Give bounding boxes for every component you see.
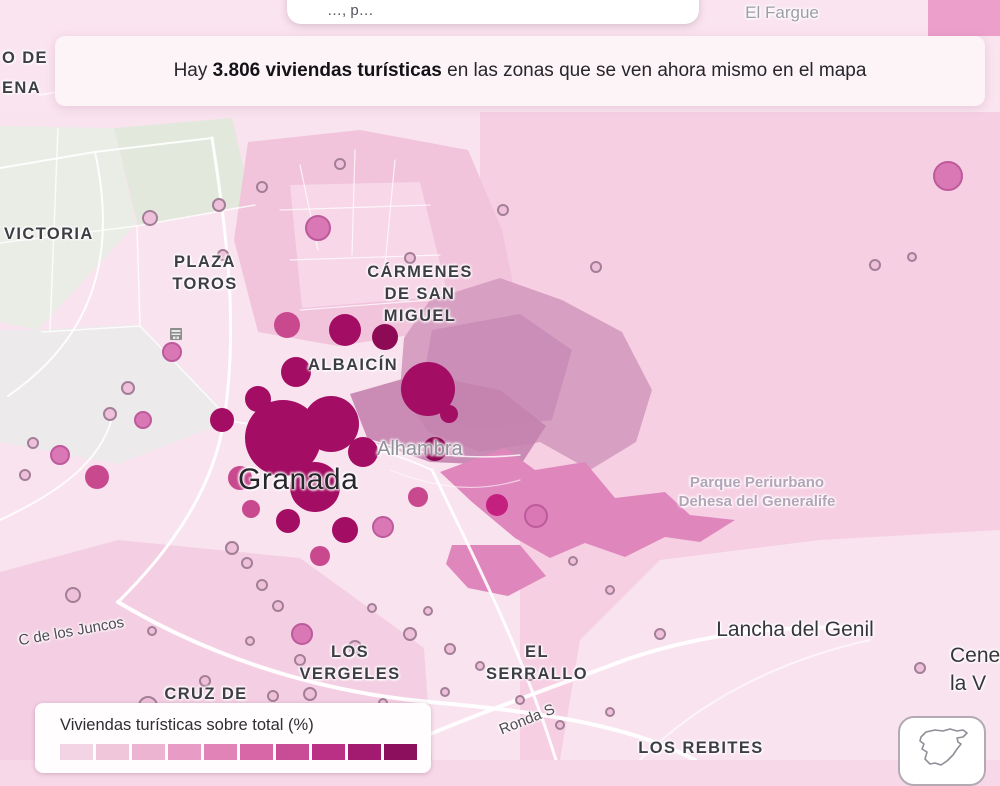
map-bubble[interactable] [423, 606, 433, 616]
map-bubble[interactable] [256, 579, 268, 591]
map-bubble[interactable] [568, 556, 578, 566]
map-bubble[interactable] [440, 405, 458, 423]
legend-swatch-5 [204, 744, 237, 760]
map-bubble[interactable] [590, 261, 602, 273]
map-bubble[interactable] [162, 342, 182, 362]
map-bubble[interactable] [241, 557, 253, 569]
map-bubble[interactable] [525, 671, 535, 681]
map-bubble[interactable] [403, 627, 417, 641]
spain-outline-icon [919, 728, 968, 766]
map-bubble[interactable] [914, 662, 926, 674]
map-bubble[interactable] [408, 487, 428, 507]
map-bubble[interactable] [329, 314, 361, 346]
map-bubble[interactable] [367, 603, 377, 613]
monument-icon [170, 328, 182, 340]
map-bubble[interactable] [303, 687, 317, 701]
map-bubble[interactable] [475, 661, 485, 671]
map-bubble[interactable] [423, 437, 447, 461]
map-zones [0, 0, 1000, 760]
legend-swatch-8 [312, 744, 345, 760]
map-bubble[interactable] [372, 324, 398, 350]
map-bubble[interactable] [19, 469, 31, 481]
map-bubble[interactable] [332, 517, 358, 543]
search-card-clipped-text: …, p… [327, 2, 374, 19]
map-bubble[interactable] [605, 707, 615, 717]
legend-swatch-10 [384, 744, 417, 760]
map-bubble[interactable] [933, 161, 963, 191]
legend-swatch-1 [60, 744, 93, 760]
map-bubble[interactable] [404, 252, 416, 264]
legend-swatch-2 [96, 744, 129, 760]
legend-color-scale [60, 744, 431, 760]
map-bubble[interactable] [605, 585, 615, 595]
legend-title: Viviendas turísticas sobre total (%) [60, 716, 314, 734]
map-bubbles-layer [19, 158, 963, 730]
map-bubble[interactable] [212, 198, 226, 212]
map-bubble[interactable] [245, 400, 321, 476]
legend-swatch-3 [132, 744, 165, 760]
legend-swatch-6 [240, 744, 273, 760]
map-bubble[interactable] [348, 640, 362, 654]
map-bubble[interactable] [401, 362, 455, 416]
map-bubble[interactable] [555, 720, 565, 730]
map-bubble[interactable] [305, 215, 331, 241]
map-bubble[interactable] [294, 654, 306, 666]
map-bubble[interactable] [291, 623, 313, 645]
map-bubble[interactable] [486, 494, 508, 516]
legend-swatch-9 [348, 744, 381, 760]
legend-swatch-4 [168, 744, 201, 760]
map-bubble[interactable] [515, 695, 525, 705]
legend-swatch-7 [276, 744, 309, 760]
map-bubble[interactable] [334, 158, 346, 170]
map-bubble[interactable] [256, 181, 268, 193]
map-bubble[interactable] [242, 500, 260, 518]
map-bubble[interactable] [281, 357, 311, 387]
map-bubble[interactable] [50, 445, 70, 465]
map-bubble[interactable] [199, 675, 211, 687]
map-bubble[interactable] [348, 437, 378, 467]
map-bubble[interactable] [654, 628, 666, 640]
map-bubble[interactable] [497, 204, 509, 216]
map-bubble[interactable] [103, 407, 117, 421]
map-bubble[interactable] [27, 437, 39, 449]
map-bubble[interactable] [372, 516, 394, 538]
map-bubble[interactable] [276, 509, 300, 533]
map-canvas[interactable] [0, 0, 1000, 760]
map-bubble[interactable] [65, 587, 81, 603]
map-bubble[interactable] [310, 546, 330, 566]
summary-text: Hay 3.806 viviendas turísticas en las zo… [173, 60, 867, 81]
spain-locator-button[interactable] [898, 716, 986, 786]
map-bubble[interactable] [869, 259, 881, 271]
map-bubble[interactable] [210, 408, 234, 432]
map-bubble[interactable] [121, 381, 135, 395]
search-card[interactable]: …, p… [287, 0, 699, 24]
summary-banner: Hay 3.806 viviendas turísticas en las zo… [55, 36, 985, 106]
summary-count: 3.806 viviendas turísticas [212, 60, 442, 81]
map-bubble[interactable] [524, 504, 548, 528]
map-bubble[interactable] [245, 636, 255, 646]
map-bubble[interactable] [440, 687, 450, 697]
map-bubble[interactable] [217, 249, 229, 261]
map-bubble[interactable] [85, 465, 109, 489]
map-bubble[interactable] [272, 600, 284, 612]
map-bubble[interactable] [142, 210, 158, 226]
map-bubble[interactable] [907, 252, 917, 262]
map-bubble[interactable] [267, 690, 279, 702]
map-bubble[interactable] [134, 411, 152, 429]
map-bubble[interactable] [147, 626, 157, 636]
map-bubble[interactable] [444, 643, 456, 655]
map-bubble[interactable] [225, 541, 239, 555]
map-bubble[interactable] [274, 312, 300, 338]
map-bubble[interactable] [228, 466, 252, 490]
map-bubble[interactable] [290, 462, 340, 512]
legend-card: Viviendas turísticas sobre total (%) [35, 703, 431, 773]
